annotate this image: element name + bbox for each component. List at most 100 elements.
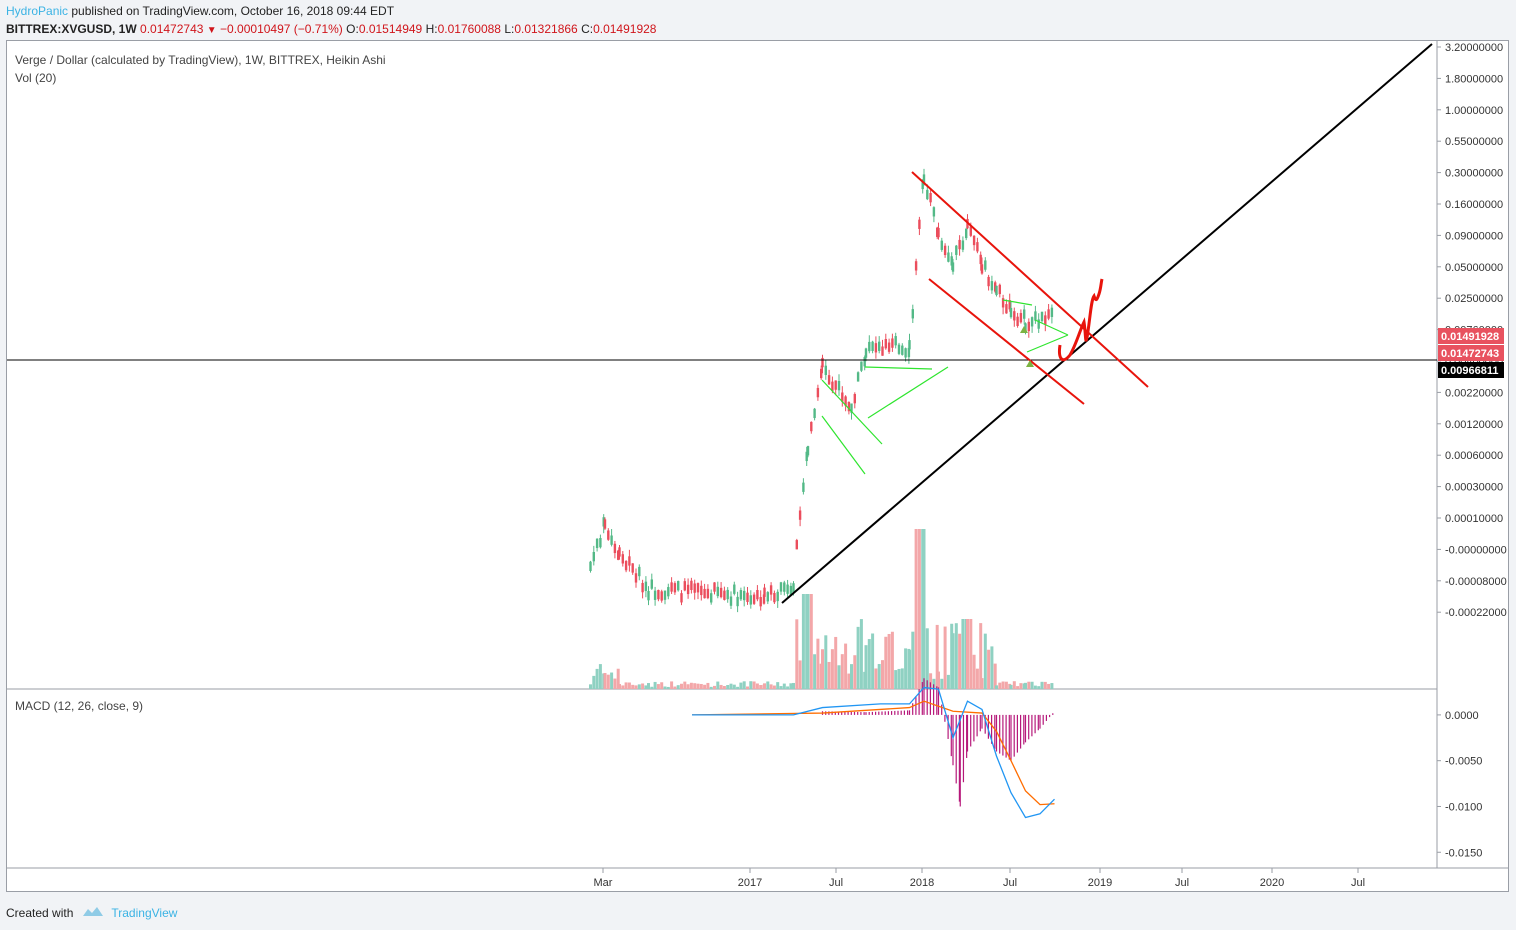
volume-bar [1050,683,1054,689]
macd-line [692,686,1055,819]
volume-bar [1027,681,1031,689]
volume-bar [816,638,820,689]
candle-body [884,339,887,349]
channel-upper-line[interactable] [911,171,1149,388]
candle-body [881,346,884,356]
candle-body [703,588,706,599]
volume-bar [795,619,799,689]
volume-bar [789,683,793,689]
candle-body [874,343,878,353]
candle-body [776,591,779,602]
channel-lower-line[interactable] [928,278,1085,405]
candle-body [613,543,617,554]
volume-bar [954,623,958,689]
candle-body [908,340,911,350]
volume-bar [621,685,625,689]
candle-body [976,242,979,252]
candle-body [841,392,844,402]
volume-legend[interactable]: Vol (20) [15,71,57,85]
close-value: 0.01491928 [593,22,657,36]
candle-body [936,227,939,237]
volume-bar [1047,683,1051,689]
candle-body [853,394,856,404]
volume-bar [1030,681,1034,689]
candle-body [1037,319,1040,329]
candle-body [958,239,961,250]
volume-bar [943,626,947,689]
tradingview-logo-icon [81,904,105,921]
volume-bar [859,619,863,689]
candle-body [932,207,936,217]
volume-bar [834,636,838,689]
pattern-drawings[interactable] [821,299,1069,475]
candle-body [897,344,901,354]
candle-body [631,563,634,573]
time-axis[interactable]: Mar 2017 Jul 2018 Jul 2019 Jul 2020 Jul [594,868,1366,889]
volume-bar [900,668,904,689]
tradingview-link[interactable]: TradingView [111,905,178,920]
candle-body [891,338,894,348]
volume-bar [1043,681,1047,689]
volume-bar [853,655,857,689]
volume-bar [917,529,921,689]
signal-line [691,700,1055,806]
candle-body [618,547,621,557]
volume-bar [641,683,645,689]
volume-bar [647,683,650,689]
volume-bar [850,664,853,689]
candle-body [813,408,816,419]
candle-body [984,260,987,270]
volume-bar [867,639,871,689]
low-label: L: [504,22,515,36]
volume-bar [1040,681,1044,689]
macd-legend[interactable]: MACD (12, 26, close, 9) [15,699,144,713]
price-tick-label: 0.00010000 [1445,513,1503,525]
candle-body [947,252,950,262]
macd-tick-label: -0.0150 [1445,847,1482,859]
time-tick-label: Jul [1351,877,1365,889]
candle-body [628,556,631,566]
price-tick-label: 0.00220000 [1445,387,1503,399]
candle-body [789,585,793,596]
candles [589,168,1054,613]
volume-bar [782,683,786,689]
candle-body [749,595,752,605]
close-price-tag [1438,328,1504,344]
candle-body [603,519,607,529]
candle-body [994,282,997,292]
volume-bar [589,684,592,689]
time-tick-label: 2018 [910,877,934,889]
volume-bar [592,675,596,689]
volume-bar [729,683,733,689]
candle-body [696,583,700,593]
candle-body [726,589,729,600]
price-tick-label: -0.00000000 [1445,544,1507,556]
author-name[interactable]: HydroPanic [6,4,69,18]
time-tick-label: Mar [594,877,613,889]
volume-bar [650,686,654,689]
candle-body [831,381,834,391]
trendline-support[interactable] [781,43,1433,604]
volume-bar [946,674,950,689]
price-tick-label: 0.00060000 [1445,450,1503,462]
candle-body [810,421,813,432]
main-pane-title[interactable]: Verge / Dollar (calculated by TradingVie… [15,53,386,67]
volume-bar [680,683,683,689]
candle-body [769,585,773,595]
volume-bar [871,633,875,689]
volume-bar [951,633,955,689]
macd-axis[interactable]: 0.0000 -0.0050 -0.0100 -0.0150 [1437,710,1482,859]
publish-text: published on TradingView.com, October 16… [71,4,395,18]
chart-frame [6,40,1509,892]
candle-body [779,582,783,592]
candle-body [690,580,693,591]
candle-body [650,579,653,589]
volume-bar [813,654,817,689]
forecast-scribble[interactable] [1058,278,1104,362]
candle-body [1019,313,1023,323]
created-with-label: Created with [6,905,74,920]
candle-body [1044,315,1047,325]
macd-tick-label: -0.0100 [1445,801,1482,813]
volume-bar [958,633,962,689]
